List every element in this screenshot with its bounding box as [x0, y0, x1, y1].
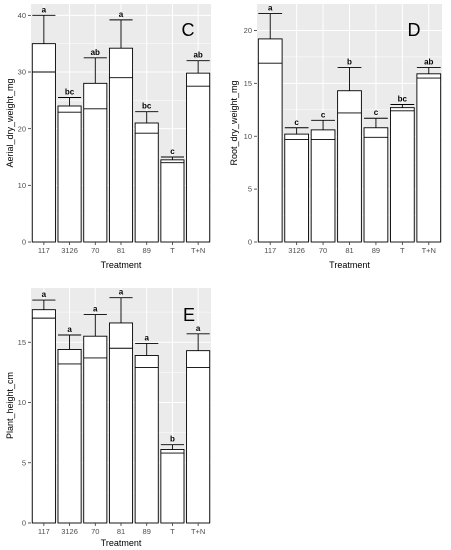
y-tick-label: 10	[244, 132, 252, 141]
panel-letter: D	[408, 20, 421, 40]
bar-3126	[57, 105, 82, 243]
bar-117	[31, 309, 56, 524]
x-tick-label: 117	[38, 527, 50, 536]
bar-T+N	[186, 72, 211, 243]
x-tick-label: 81	[117, 246, 125, 255]
y-tick-label: 15	[18, 338, 26, 347]
x-tick-label: 70	[319, 246, 327, 255]
x-tick-label: 117	[38, 246, 50, 255]
x-tick-label: 117	[264, 246, 276, 255]
x-tick-label: 70	[91, 527, 99, 536]
x-tick-label: T	[170, 527, 175, 536]
y-tick-label: 15	[244, 79, 252, 88]
y-tick-label: 0	[22, 519, 26, 528]
significance-label: bc	[142, 102, 152, 111]
significance-label: bc	[65, 88, 75, 97]
x-tick-label: 3126	[61, 246, 78, 255]
bar-T	[160, 449, 185, 524]
bar-3126	[57, 349, 82, 524]
panel-e: 0 5 10 15 a 117 a 3126 a 70 a 81 a 89 b Ta T+N E Treatment…	[5, 288, 211, 548]
y-tick-label: 10	[18, 398, 26, 407]
panel-d: 0 5 10 15 20 a 117 c 3126 c 70 b 81 c 89 bc Tab T+N D Treat…	[229, 4, 442, 270]
significance-label: a	[93, 305, 98, 314]
y-axis-title: Root_dry_weight_mg	[229, 80, 239, 165]
y-tick-label: 10	[18, 181, 26, 190]
x-tick-label: 70	[91, 246, 99, 255]
panel-c: 0 10 20 30 40 a 117 bc 3126 ab 70 a 81 bc 89 c Tab T+N C Tr…	[5, 4, 211, 270]
x-axis-title: Treatment	[101, 538, 142, 548]
bar-3126	[284, 133, 309, 243]
y-tick-label: 20	[244, 26, 252, 35]
y-tick-label: 40	[18, 11, 26, 20]
x-tick-label: 81	[345, 246, 353, 255]
bar-T	[160, 159, 185, 243]
significance-label: ab	[424, 57, 433, 66]
significance-label: a	[196, 324, 201, 333]
x-tick-label: T+N	[422, 246, 436, 255]
x-tick-label: 81	[117, 527, 125, 536]
bar-81	[108, 322, 134, 524]
bar-T	[390, 107, 415, 243]
significance-label: a	[42, 5, 47, 14]
x-tick-label: T+N	[191, 527, 205, 536]
bar-81	[337, 90, 362, 243]
x-tick-label: 89	[143, 527, 151, 536]
bar-89	[134, 122, 159, 243]
significance-label: b	[170, 435, 175, 444]
y-tick-label: 30	[18, 68, 26, 77]
x-tick-label: 89	[372, 246, 380, 255]
x-tick-label: T	[170, 246, 175, 255]
x-tick-label: 3126	[61, 527, 78, 536]
significance-label: c	[170, 147, 175, 156]
x-tick-label: T	[400, 246, 405, 255]
y-tick-label: 5	[22, 458, 26, 467]
significance-label: a	[42, 290, 47, 299]
x-axis-title: Treatment	[101, 260, 142, 270]
bar-117	[31, 43, 56, 243]
bar-89	[134, 355, 159, 524]
x-tick-label: T+N	[191, 246, 205, 255]
bar-89	[363, 127, 389, 243]
significance-label: a	[119, 10, 124, 19]
y-axis-title: Plant_height_cm	[5, 372, 15, 439]
significance-label: a	[67, 325, 72, 334]
y-tick-label: 0	[248, 238, 252, 247]
bar-T+N	[416, 73, 442, 243]
x-tick-label: 89	[143, 246, 151, 255]
significance-label: ab	[91, 48, 100, 57]
significance-label: b	[347, 57, 352, 66]
significance-label: c	[294, 118, 299, 127]
x-axis-title: Treatment	[329, 260, 370, 270]
y-tick-label: 20	[18, 124, 26, 133]
bar-117	[257, 38, 283, 243]
x-tick-label: 3126	[288, 246, 305, 255]
panel-letter: C	[182, 20, 195, 40]
significance-label: bc	[398, 94, 408, 103]
y-tick-label: 0	[22, 238, 26, 247]
bar-70	[83, 82, 108, 243]
bar-T+N	[186, 350, 211, 524]
significance-label: c	[374, 108, 379, 117]
significance-label: a	[144, 333, 149, 342]
panel-letter: E	[183, 305, 195, 325]
y-axis-title: Aerial_dry_weight_mg	[5, 78, 15, 167]
significance-label: c	[321, 110, 326, 119]
bar-70	[310, 129, 336, 243]
bar-70	[83, 335, 108, 524]
significance-label: a	[268, 4, 273, 13]
significance-label: a	[119, 288, 124, 297]
significance-label: ab	[193, 51, 202, 60]
y-tick-label: 5	[248, 185, 252, 194]
